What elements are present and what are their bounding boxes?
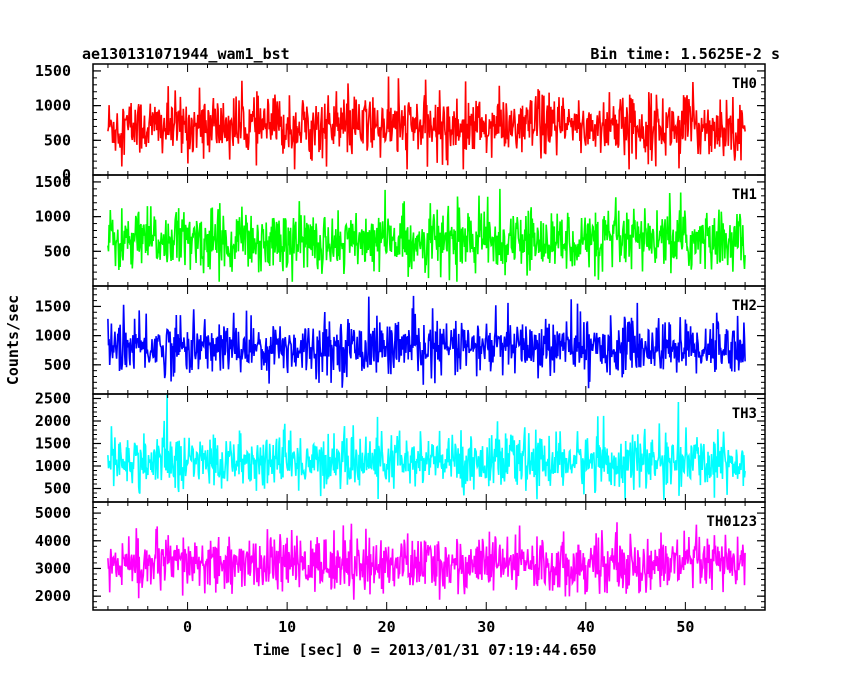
- y-tick-label: 1500: [35, 173, 71, 191]
- panel-tag-th3: TH3: [732, 406, 757, 422]
- y-tick-label: 500: [44, 242, 71, 260]
- y-tick-label: 1000: [35, 97, 71, 115]
- y-tick-label: 1000: [35, 457, 71, 475]
- series-line-th1: [107, 188, 746, 282]
- y-tick-label: 2000: [35, 587, 71, 605]
- y-tick-label: 5000: [35, 504, 71, 522]
- x-tick-label: 20: [378, 618, 396, 636]
- y-tick-label: 1500: [35, 62, 71, 80]
- panel-th1: 500 1000 1500 TH1: [35, 173, 766, 287]
- panel-frame: [92, 501, 766, 611]
- x-tick-label: 30: [477, 618, 495, 636]
- y-tick-label: 500: [44, 131, 71, 149]
- y-tick-label: 2500: [35, 390, 71, 408]
- panel-tag-th0123: TH0123: [706, 514, 757, 530]
- y-tick-label: 500: [44, 480, 71, 498]
- chart-title-right: Bin time: 1.5625E-2 s: [590, 45, 780, 63]
- panel-stack: 050010001500TH050010001500TH150010001500…: [35, 62, 766, 636]
- y-tick-label: 2000: [35, 412, 71, 430]
- panel-tag-th1: TH1: [732, 187, 757, 203]
- panel-th2: 500 1000 1500 TH2: [35, 285, 766, 395]
- y-tick-label: 1000: [35, 208, 71, 226]
- series-line-th2: [107, 295, 746, 389]
- series-line-th0123: [107, 522, 746, 600]
- y-tick-label: 1500: [35, 297, 71, 315]
- y-tick-label: 3000: [35, 559, 71, 577]
- panel-th3: 500 1000 1500 2000 2500 TH3: [35, 390, 766, 503]
- x-tick-label: 40: [577, 618, 595, 636]
- y-tick-label: 1000: [35, 327, 71, 345]
- y-tick-label: 1500: [35, 435, 71, 453]
- panel-th0: 0 500 1000 1500 TH0: [35, 62, 766, 184]
- panel-th0123: 2000 3000 4000 5000 TH0123: [35, 501, 766, 611]
- panel-tag-th0: TH0: [732, 76, 757, 92]
- y-tick-label: 500: [44, 356, 71, 374]
- x-axis-label: Time [sec] 0 = 2013/01/31 07:19:44.650: [253, 641, 596, 659]
- panel-tag-th2: TH2: [732, 298, 757, 314]
- y-tick-label: 0: [62, 166, 71, 184]
- y-tick-label: 4000: [35, 532, 71, 550]
- y-axis-label: Counts/sec: [4, 295, 22, 385]
- series-line-th3: [107, 393, 746, 500]
- series-line-th0: [107, 76, 746, 170]
- x-tick-label: 0: [183, 618, 192, 636]
- chart-title-left: ae130131071944_wam1_bst: [82, 45, 290, 63]
- x-tick-label: 10: [278, 618, 296, 636]
- x-tick-label: 50: [676, 618, 694, 636]
